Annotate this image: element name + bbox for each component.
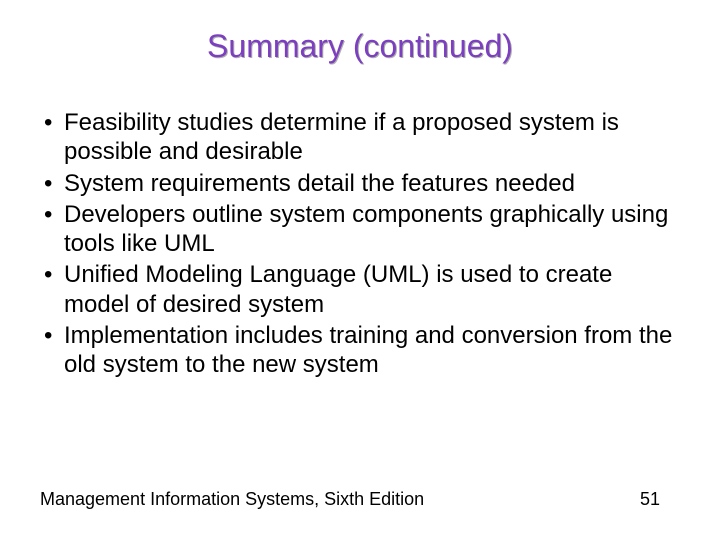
bullet-list: Feasibility studies determine if a propo… bbox=[40, 108, 680, 381]
bullet-item: System requirements detail the features … bbox=[40, 169, 680, 198]
bullet-item: Feasibility studies determine if a propo… bbox=[40, 108, 680, 167]
bullet-item: Unified Modeling Language (UML) is used … bbox=[40, 260, 680, 319]
footer-text: Management Information Systems, Sixth Ed… bbox=[40, 489, 424, 510]
slide-title: Summary (continued) bbox=[0, 28, 720, 65]
bullet-item: Developers outline system components gra… bbox=[40, 200, 680, 259]
page-number: 51 bbox=[640, 489, 660, 510]
bullet-item: Implementation includes training and con… bbox=[40, 321, 680, 380]
slide: Summary (continued) Feasibility studies … bbox=[0, 0, 720, 540]
